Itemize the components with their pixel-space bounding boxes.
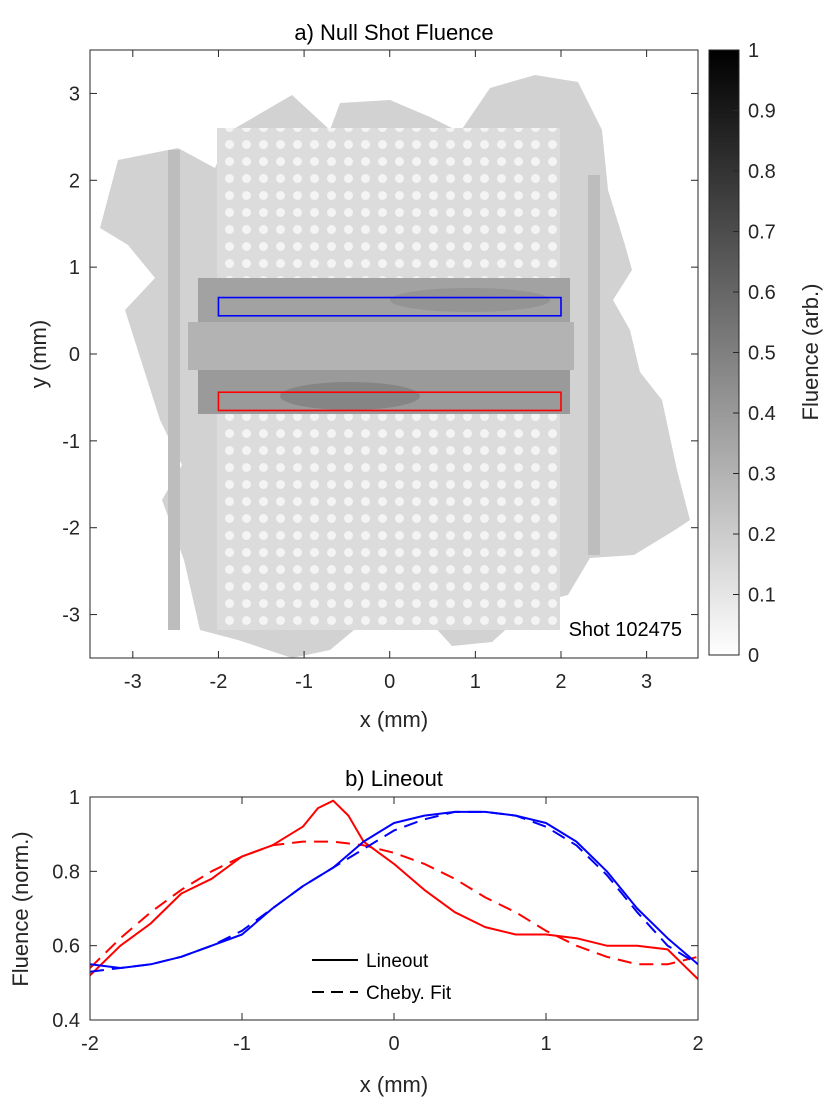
colorbar-ticks: 0 0.1 0.2 0.3 0.4 0.5 0.6 0.7 0.8 0.9 1 [733, 40, 776, 667]
panel-b-xtick-label: -1 [233, 1033, 251, 1055]
red-fit-line [90, 840, 698, 969]
panel-b-xtick-label: 2 [692, 1033, 703, 1055]
panel-b-ytick-label: 0.6 [52, 936, 80, 958]
red-region [217, 391, 562, 412]
colorbar-label: Fluence (arb.) [798, 284, 823, 421]
shot-annotation: Shot 102475 [569, 619, 682, 641]
lineout-regions [217, 296, 562, 412]
panel-a-ylabel: y (mm) [26, 320, 51, 388]
fluence-image [100, 75, 690, 658]
panel-b-title: b) Lineout [345, 766, 443, 791]
panel-a-x-ticks: -3 -2 -1 0 1 2 3 [124, 50, 652, 693]
panel-a-xtick-label: -2 [210, 671, 228, 693]
colorbar-tick-label: 0.2 [748, 524, 776, 546]
panel-a-ytick-label: 2 [69, 170, 80, 192]
colorbar-tick-label: 0.8 [748, 161, 776, 183]
colorbar-tick-label: 0.5 [748, 343, 776, 365]
panel-a-xtick-label: -3 [124, 671, 142, 693]
legend-lineout-label: Lineout [366, 951, 429, 972]
panel-a-ytick-label: -1 [62, 431, 80, 453]
blue-region [217, 296, 562, 317]
dot-pattern-bottom [217, 412, 560, 630]
panel-a-title: a) Null Shot Fluence [294, 20, 493, 45]
panel-a-xtick-label: -1 [295, 671, 313, 693]
panel-a-xtick-label: 1 [470, 671, 481, 693]
panel-b-xtick-label: -2 [81, 1033, 99, 1055]
panel-b-xlabel: x (mm) [360, 1072, 428, 1097]
colorbar-tick-label: 0.1 [748, 585, 776, 607]
panel-a: a) Null Shot Fluence -3 -2 -1 0 1 2 3 3 2 1 0 -1 -2… [26, 20, 699, 732]
colorbar-tick-label: 0.3 [748, 464, 776, 486]
colorbar-tick-label: 0 [748, 645, 759, 667]
panel-a-ytick-label: -2 [62, 518, 80, 540]
central-band [188, 322, 574, 370]
panel-a-ytick-label: -3 [62, 605, 80, 627]
panel-b-ylabel: Fluence (norm.) [8, 831, 33, 986]
panel-b-background [90, 797, 698, 1020]
panel-b-x-ticks: -2 -1 0 1 2 [81, 797, 704, 1055]
hot-spot [280, 382, 420, 410]
panel-b-xtick-label: 1 [540, 1033, 551, 1055]
panel-a-ytick-label: 0 [69, 344, 80, 366]
panel-a-xlabel: x (mm) [360, 707, 428, 732]
colorbar-tick-label: 0.7 [748, 222, 776, 244]
panel-a-xtick-label: 3 [641, 671, 652, 693]
red-lineout-line [90, 799, 698, 980]
colorbar-tick-label: 0.6 [748, 282, 776, 304]
colorbar-tick-label: 1 [748, 40, 759, 62]
colorbar: 0 0.1 0.2 0.3 0.4 0.5 0.6 0.7 0.8 0.9 1 Fluence (a… [708, 40, 823, 667]
panel-a-xtick-label: 0 [384, 671, 395, 693]
panel-a-y-ticks: 3 2 1 0 -1 -2 -3 [62, 83, 698, 627]
colorbar-tick-label: 0.4 [748, 403, 776, 425]
dot-pattern-top [217, 128, 560, 291]
legend: Lineout Cheby. Fit [312, 951, 452, 1004]
panel-a-ytick-label: 3 [69, 83, 80, 105]
panel-a-ytick-label: 1 [69, 257, 80, 279]
blue-fit-line [90, 810, 698, 973]
left-ridge [168, 150, 180, 630]
panel-b-ytick-label: 0.4 [52, 1010, 80, 1032]
blue-lineout-line [90, 810, 698, 969]
panel-b: b) Lineout -2 -1 0 1 2 1 0.8 0.6 0.4 Lineout Ch… [8, 766, 704, 1097]
panel-a-xtick-label: 2 [555, 671, 566, 693]
colorbar-tick-label: 0.9 [748, 101, 776, 123]
panel-b-series [90, 799, 698, 980]
panel-b-y-ticks: 1 0.8 0.6 0.4 [52, 787, 698, 1032]
right-ridge [588, 175, 600, 555]
panel-b-xtick-label: 0 [388, 1033, 399, 1055]
panel-b-ytick-label: 1 [69, 787, 80, 809]
legend-fit-label: Cheby. Fit [366, 983, 452, 1004]
panel-b-ytick-label: 0.8 [52, 861, 80, 883]
hot-spot-upper [390, 288, 550, 312]
